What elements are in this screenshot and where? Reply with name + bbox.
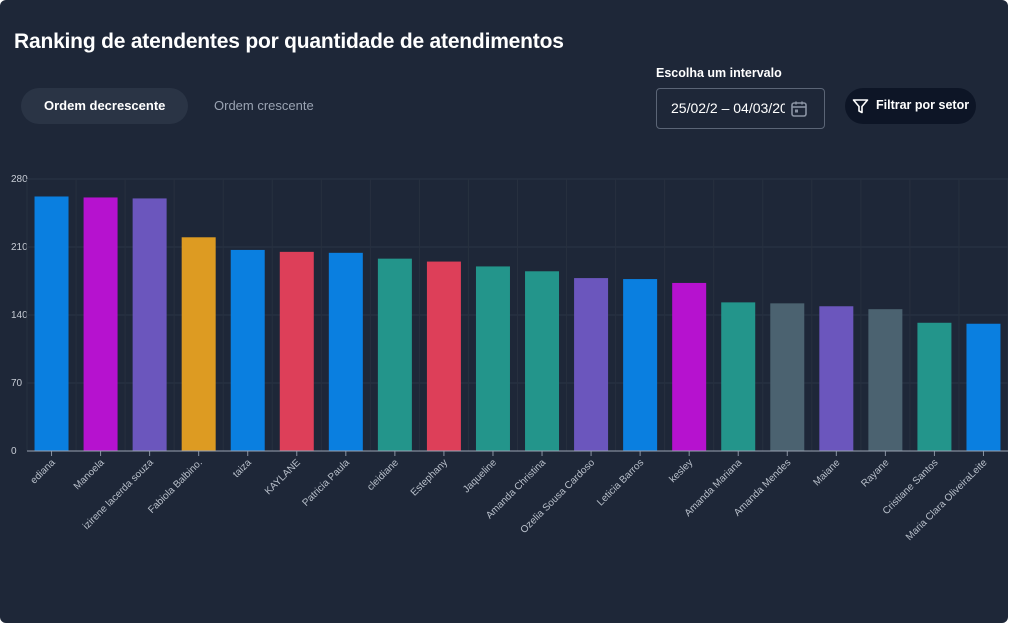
date-range-value: 25/02/2 – 04/03/20: [671, 100, 785, 116]
x-tick-label: Patricia Paula: [301, 457, 353, 509]
bar: [181, 237, 216, 451]
x-tick-label: Jaqueline: [461, 457, 499, 495]
sort-asc-button[interactable]: Ordem crescente: [214, 98, 314, 113]
filter-label: Filtrar por setor: [876, 98, 970, 112]
bar: [672, 282, 707, 451]
bar: [132, 198, 167, 451]
bar: [966, 323, 1001, 451]
filter-icon: [852, 98, 869, 120]
y-tick-label: 210: [11, 242, 28, 253]
calendar-icon[interactable]: [790, 100, 808, 123]
x-tick-label: Maria Clara OliveiraLeite: [904, 457, 990, 543]
bar: [426, 261, 461, 451]
x-tick-label: Leticia Barros: [595, 457, 646, 508]
bar: [230, 249, 265, 451]
x-tick-label: cleidiane: [365, 457, 401, 493]
bar: [819, 306, 854, 451]
bar: [721, 302, 756, 451]
y-tick-label: 0: [11, 446, 17, 457]
bar: [574, 278, 609, 451]
x-tick-label: KAYLANE: [263, 457, 303, 497]
x-tick-label: taiza: [231, 457, 254, 480]
filter-by-sector-button[interactable]: Filtrar por setor: [845, 88, 976, 124]
bar: [83, 197, 118, 451]
bar: [770, 303, 805, 451]
bar: [279, 251, 314, 451]
bar: [377, 258, 412, 451]
bar: [917, 322, 952, 451]
x-tick-label: Maiane: [811, 457, 842, 488]
x-tick-label: kesley: [667, 457, 695, 485]
x-tick-label: ediana: [29, 457, 58, 486]
page-title: Ranking de atendentes por quantidade de …: [14, 30, 564, 53]
x-tick-label: Estephany: [409, 457, 450, 498]
y-tick-label: 140: [11, 310, 28, 321]
y-tick-label: 70: [11, 378, 23, 389]
bar: [868, 309, 903, 451]
date-range-input[interactable]: 25/02/2 – 04/03/20: [656, 88, 825, 129]
date-range-label: Escolha um intervalo: [656, 66, 782, 80]
bar: [475, 266, 510, 451]
x-tick-label: Rayane: [859, 457, 891, 489]
sort-desc-button[interactable]: Ordem decrescente: [21, 88, 189, 124]
x-tick-label: Manoela: [72, 457, 107, 492]
bar: [34, 196, 69, 451]
x-tick-label: Fabiola Balbino.: [146, 457, 204, 515]
bar: [623, 279, 658, 451]
bar: [328, 252, 363, 451]
y-tick-label: 280: [11, 174, 28, 185]
bar: [525, 271, 560, 451]
